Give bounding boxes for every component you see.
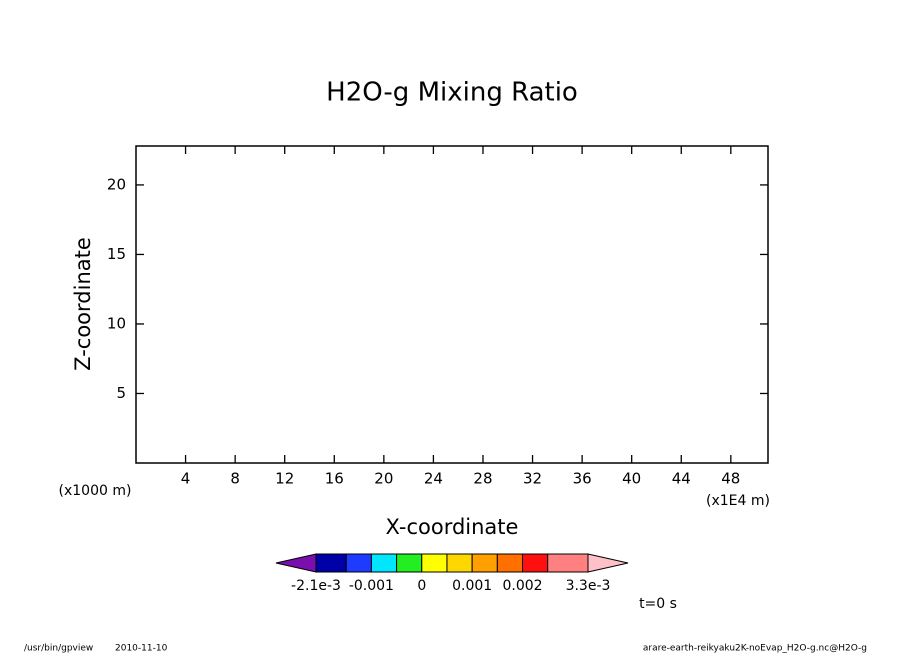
footer-program: /usr/bin/gpview <box>24 644 93 654</box>
plot-frame <box>135 145 769 464</box>
footer-date: 2010-11-10 <box>115 644 168 654</box>
x-unit: (x1E4 m) <box>706 493 770 509</box>
colorbar-box <box>370 553 398 573</box>
x-tick-label: 40 <box>622 470 641 488</box>
x-axis-label: X-coordinate <box>386 515 519 539</box>
colorbar-box <box>522 553 549 573</box>
y-tick-label: 5 <box>116 384 126 402</box>
y-axis-label: Z-coordinate <box>71 237 95 371</box>
colorbar-box <box>547 553 589 573</box>
x-tick-label: 8 <box>230 470 240 488</box>
colorbar-tick-label: 0.002 <box>502 578 542 594</box>
colorbar-tick-label: 0.001 <box>452 578 492 594</box>
colorbar-tick-label: -0.001 <box>349 578 394 594</box>
colorbar-box <box>315 553 347 573</box>
colorbar-box <box>396 553 423 573</box>
x-tick-label: 28 <box>473 470 492 488</box>
y-tick-label: 20 <box>107 175 126 193</box>
colorbar-tick-label: 3.3e-3 <box>566 578 611 594</box>
colorbar-tick-label: 0 <box>417 578 426 594</box>
colorbar-box <box>496 553 524 573</box>
x-tick-label: 48 <box>721 470 740 488</box>
x-tick-label: 24 <box>424 470 443 488</box>
colorbar-box <box>421 553 448 573</box>
x-tick-label: 4 <box>181 470 191 488</box>
footer-file: arare-earth-reikyaku2K-noEvap_H2O-g.nc@H… <box>643 644 867 654</box>
chart-title: H2O-g Mixing Ratio <box>326 78 578 108</box>
y-tick-label: 15 <box>107 245 126 263</box>
x-tick-label: 12 <box>275 470 294 488</box>
y-unit: (x1000 m) <box>59 483 132 499</box>
colorbar-box <box>446 553 473 573</box>
x-tick-label: 44 <box>672 470 691 488</box>
x-tick-label: 20 <box>374 470 393 488</box>
colorbar-box <box>345 553 372 573</box>
x-tick-label: 16 <box>325 470 344 488</box>
colorbar-tick-label: -2.1e-3 <box>291 578 341 594</box>
y-tick-label: 10 <box>107 314 126 332</box>
x-tick-label: 32 <box>523 470 542 488</box>
time-label: t=0 s <box>639 596 677 612</box>
colorbar-high-triangle <box>587 553 629 573</box>
x-tick-label: 36 <box>573 470 592 488</box>
colorbar-box <box>471 553 498 573</box>
